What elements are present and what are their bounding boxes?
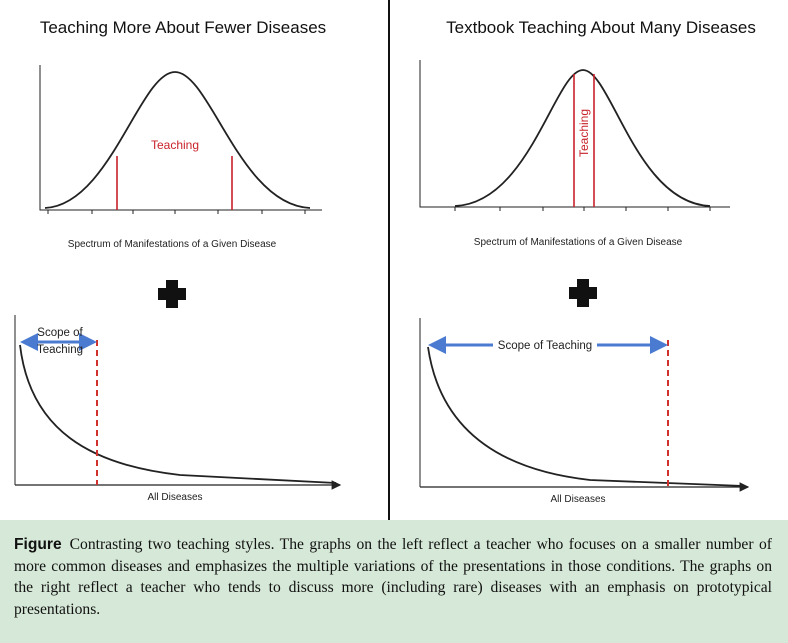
scope-label: Scope of <box>37 327 83 339</box>
caption: Figure Contrasting two teaching styles. T… <box>0 520 788 643</box>
axis-label: All Diseases <box>147 492 202 503</box>
caption-label: Figure <box>14 536 62 553</box>
panel-title: Teaching More About Fewer Diseases <box>40 18 326 37</box>
figure: Teaching More About Fewer Diseases Teach… <box>14 0 756 520</box>
label-bg <box>493 336 597 353</box>
curve-label: Teaching <box>151 138 199 152</box>
ticks <box>47 210 306 214</box>
ticks <box>454 207 711 211</box>
axis-label: All Diseases <box>550 494 605 505</box>
axes <box>39 65 322 211</box>
axis-label: Spectrum of Manifestations of a Given Di… <box>474 237 683 248</box>
scope-label: Teaching <box>37 344 83 356</box>
panel-title: Textbook Teaching About Many Diseases <box>446 18 756 37</box>
curve-label: Teaching <box>577 109 591 157</box>
caption-text: Contrasting two teaching styles. The gra… <box>14 536 772 618</box>
bell-curve <box>44 71 311 209</box>
axis-label: Spectrum of Manifestations of a Given Di… <box>68 239 277 250</box>
long-tail-curve <box>19 344 337 484</box>
plus <box>569 279 597 307</box>
plus <box>158 280 186 308</box>
bell-curve <box>454 69 711 207</box>
scope-label: Scope of Teaching <box>498 340 592 352</box>
long-tail-curve <box>427 346 745 487</box>
axes <box>419 60 730 208</box>
